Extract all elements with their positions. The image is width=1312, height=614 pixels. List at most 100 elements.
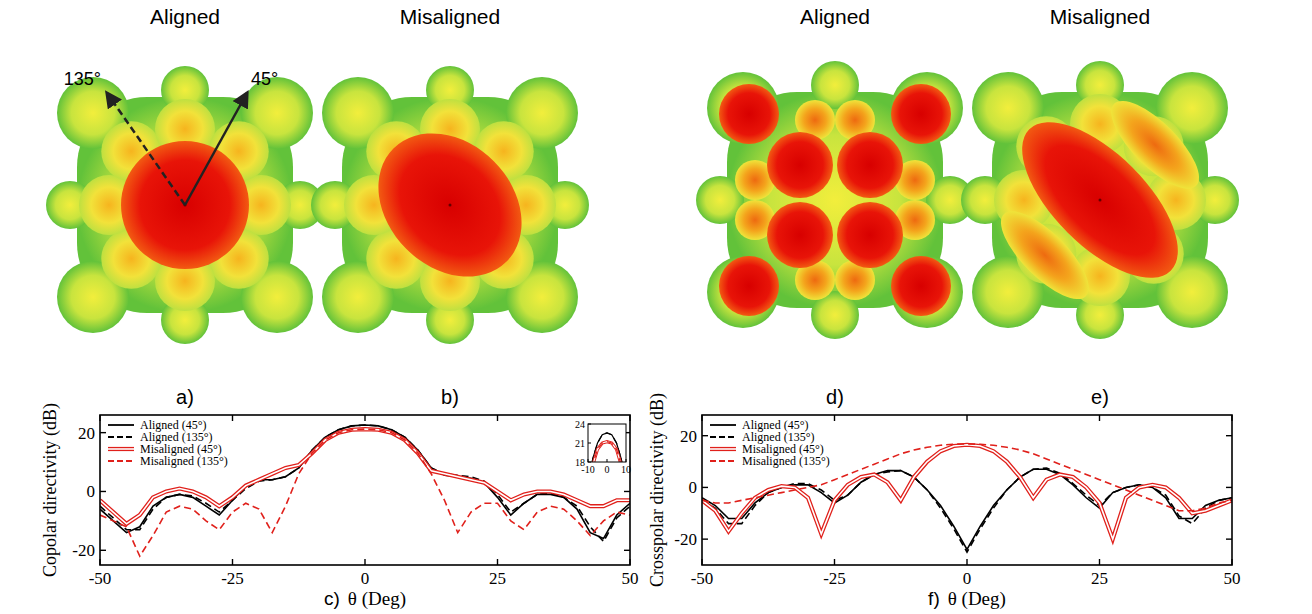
series-line-inner [100,429,630,524]
x-tick [1231,559,1232,565]
series-line [100,425,630,541]
y-tick-label: 0 [689,478,698,497]
x-tick [364,415,365,421]
series-line [100,429,630,556]
legend-label: Misaligned (135°) [742,454,830,468]
render [696,61,974,339]
series-line [588,433,626,462]
inset: -10010182124 [512,419,702,614]
arrow-label: 45° [251,69,278,89]
y-tick [100,550,106,551]
data-group [702,444,1232,552]
render-lobe [719,256,779,316]
arrow-135 [107,93,185,205]
render [961,61,1239,339]
render-lobe [719,84,779,144]
series-line [702,469,1232,549]
legend-swatch [710,460,736,462]
x-tick-label: 25 [489,569,506,588]
render-lobe [891,256,963,328]
chart: -50-2502550-20020Crosspolar directivity … [647,393,1241,610]
y-tick-label: 0 [87,482,96,501]
legend-swatch [108,436,134,438]
series-line-inner [702,445,1232,539]
arrow-label: 135° [64,69,101,89]
legend-swatch [108,447,134,451]
x-tick [99,559,100,565]
x-tick-label: 25 [1091,569,1108,588]
y-tick [702,435,708,436]
x-axis-title: θ (Deg) [948,588,1006,610]
series-line [702,468,1232,552]
render-title: Aligned [800,5,870,28]
x-tick [966,559,967,565]
inset-y-tick [588,424,591,425]
legend-swatch-inner [108,448,134,450]
series-line [588,433,626,462]
render-title: Aligned [150,5,220,28]
x-tick [701,559,702,565]
inset-x-tick-label: 10 [621,464,631,475]
inset-y-tick-label: 21 [575,438,585,449]
x-tick-label: 0 [963,569,972,588]
y-axis-title: Copolar directivity (dB) [40,403,61,577]
series-line-inner [588,442,626,462]
legend: Aligned (45°)Aligned (135°)Misaligned (4… [710,418,830,468]
y-tick-label: -20 [72,541,95,560]
inset-x-tick-label: 0 [605,464,610,475]
render [311,66,589,344]
y-axis-title: Crosspolar directivity (dB) [647,393,668,587]
x-axis-title: θ (Deg) [348,588,406,610]
x-tick [701,415,702,421]
series-line [702,445,1232,539]
legend-swatch [108,424,134,426]
panel-label: f) [928,588,940,609]
plot-frame [702,415,1232,565]
y-tick [1226,487,1232,488]
render-title: Misaligned [400,5,500,28]
y-tick [100,491,106,492]
panel-label: d) [826,386,844,408]
x-tick-label: -25 [221,569,244,588]
legend-swatch [710,436,736,438]
inset-y-tick-label: 18 [575,457,585,468]
x-tick [99,415,100,421]
render-main-lobe [767,132,833,198]
y-tick-label: 20 [680,427,697,446]
x-tick-label: -50 [691,569,714,588]
legend-swatch [710,424,736,426]
render-lobe [891,72,963,144]
render-main-lobe [350,105,551,306]
legend-swatch-inner [710,448,736,450]
render-main-lobe [997,97,1203,303]
x-tick-label: -50 [89,569,112,588]
inset-x-tick [607,459,608,462]
y-tick [100,432,106,433]
y-tick [624,550,630,551]
x-tick [834,415,835,421]
x-tick-label: 0 [361,569,370,588]
x-tick [497,415,498,421]
inset-y-tick [588,443,591,444]
x-tick [232,415,233,421]
x-tick-label: -25 [823,569,846,588]
render-title: Misaligned [1050,5,1150,28]
series-line [588,442,626,462]
x-tick [497,559,498,565]
inset-frame [588,424,626,462]
inset-x-tick [626,459,627,462]
y-tick-label: 20 [78,424,95,443]
render-lobe [891,84,951,144]
render-main-lobe [837,202,903,268]
legend-swatch [108,460,134,462]
series-line [702,444,1232,511]
render-lobe [891,256,951,316]
render-lobe [707,72,779,144]
legend-swatch [710,447,736,451]
render-main-lobe [837,132,903,198]
x-tick [629,415,630,421]
legend-label: Misaligned (135°) [140,454,228,468]
x-tick-label: 50 [1224,569,1241,588]
series-line [100,425,630,539]
x-tick [232,559,233,565]
